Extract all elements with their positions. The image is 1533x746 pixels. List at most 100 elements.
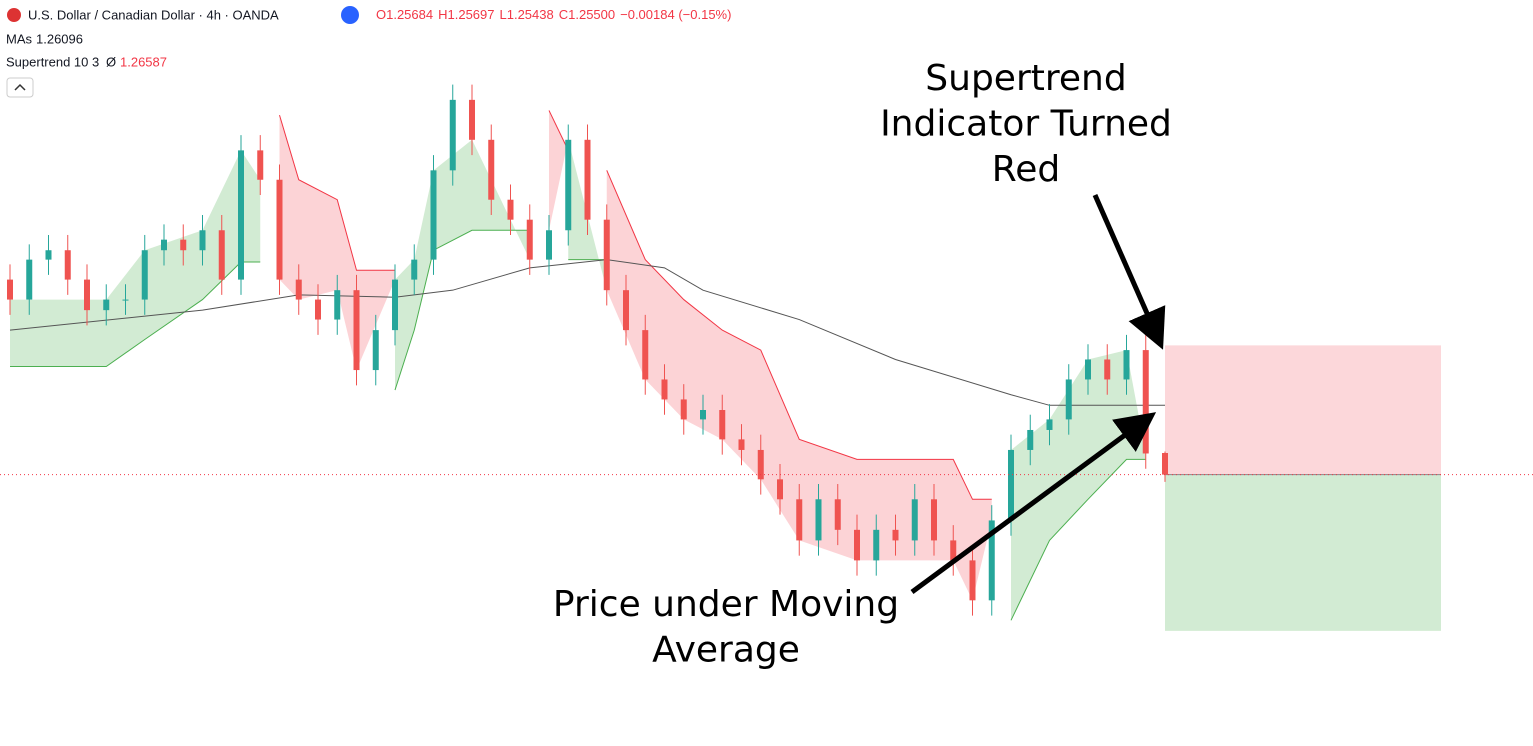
ohlc-item: C1.25500 <box>559 7 615 22</box>
candle-body <box>834 499 841 530</box>
candle-body <box>1027 429 1034 450</box>
candle-body <box>180 239 187 251</box>
candle-body <box>1085 359 1091 380</box>
arrow <box>1092 193 1166 350</box>
ohlc-item: O1.25684 <box>376 7 433 22</box>
supertrend-line <box>1010 458 1146 621</box>
ma-value: 1.26096 <box>36 31 83 46</box>
candle-body <box>295 279 302 300</box>
candle-body <box>873 529 880 561</box>
ma-label: MAs <box>6 31 33 46</box>
annotation-text: Red <box>992 149 1060 190</box>
candle-body <box>969 560 976 601</box>
candle-body <box>449 99 456 171</box>
symbol-title: U.S. Dollar / Canadian Dollar · 4h · OAN… <box>28 7 279 22</box>
supertrend-line <box>606 170 992 500</box>
target-zone <box>1165 474 1441 631</box>
st-label: Supertrend 10 3 <box>6 54 99 69</box>
candle-body <box>777 479 783 500</box>
candle-body <box>623 290 629 331</box>
candle-body <box>950 540 957 561</box>
candle-body <box>738 439 745 450</box>
candle-body <box>488 139 495 200</box>
candle-body <box>565 139 572 231</box>
ohlc-item: L1.25438 <box>500 7 554 22</box>
candle-body <box>64 250 71 280</box>
candle-body <box>257 150 264 180</box>
header: U.S. Dollar / Canadian Dollar · 4h · OAN… <box>6 6 731 98</box>
annotation-text: Average <box>652 630 800 671</box>
candle-body <box>392 279 398 331</box>
stop-zone <box>1165 345 1441 475</box>
st-sep: Ø <box>106 54 116 69</box>
supertrend-line <box>279 114 395 271</box>
candle-body <box>603 219 610 291</box>
candle-body <box>931 499 937 541</box>
candle-body <box>700 410 706 420</box>
candle-body <box>161 239 167 251</box>
st-value: 1.26587 <box>120 54 167 69</box>
candle-body <box>430 170 437 260</box>
ohlc-item: H1.25697 <box>438 7 494 22</box>
candle-body <box>988 520 995 601</box>
candle-body <box>892 529 899 541</box>
candle-body <box>334 290 341 320</box>
candle-body <box>45 250 52 260</box>
candle-body <box>103 299 110 311</box>
candle-body <box>661 379 668 400</box>
candle-body <box>7 279 13 300</box>
candle-body <box>680 399 687 420</box>
candle-body <box>469 99 475 140</box>
candle-body <box>218 230 225 280</box>
candle-body <box>719 410 726 440</box>
replay-button[interactable] <box>341 6 359 24</box>
symbol-icon <box>7 8 21 22</box>
candle-body <box>1008 449 1014 521</box>
candle-body <box>199 230 206 251</box>
candle-body <box>526 219 533 260</box>
candle-body <box>796 499 803 541</box>
candle-body <box>911 499 918 541</box>
candle-body <box>642 330 649 380</box>
candle-body <box>854 529 860 561</box>
annotation-text: Indicator Turned <box>880 104 1172 145</box>
plot <box>0 84 1533 631</box>
supertrend-fill <box>279 115 395 371</box>
moving-average <box>9 259 1165 406</box>
annotation-text: Price under Moving <box>553 584 899 625</box>
ohlc-item: −0.00184 (−0.15%) <box>620 7 731 22</box>
collapse-icon <box>14 83 26 91</box>
collapse-button[interactable] <box>6 77 34 98</box>
candle-body <box>757 449 764 480</box>
candle-body <box>1162 453 1168 475</box>
supertrend-fill <box>10 150 261 367</box>
candle-body <box>122 299 129 301</box>
arrow <box>910 412 1157 595</box>
supertrend-line <box>548 110 569 151</box>
candle-body <box>1142 350 1149 454</box>
candle-body <box>411 259 418 280</box>
ohlc: O1.25684 H1.25697 L1.25438 C1.25500 −0.00184… <box>376 7 731 22</box>
supertrend-fill <box>606 170 992 601</box>
candle-body <box>1104 359 1111 380</box>
candle-body <box>141 250 148 300</box>
candle-body <box>507 199 514 220</box>
annotation-text: Supertrend <box>925 58 1126 99</box>
candle-body <box>1046 419 1053 430</box>
candle-body <box>546 230 552 260</box>
supertrend-line <box>10 261 261 368</box>
supertrend-fill <box>395 139 530 391</box>
candle-body <box>238 150 244 280</box>
candle-body <box>815 499 822 541</box>
candle-body <box>584 139 591 220</box>
candle-body <box>353 290 360 371</box>
candle-body <box>1123 350 1130 380</box>
candle-body <box>1065 379 1072 420</box>
candle-body <box>26 259 33 300</box>
candle-body <box>276 179 283 280</box>
candle-body <box>84 279 90 311</box>
candle-body <box>372 330 379 371</box>
candle-body <box>315 299 321 320</box>
